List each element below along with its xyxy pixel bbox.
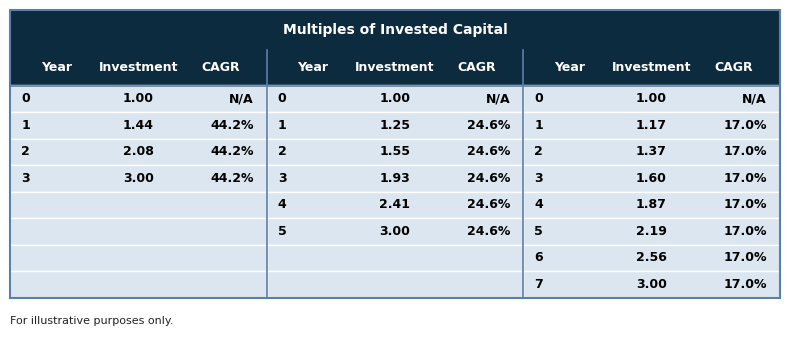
Text: 24.6%: 24.6% (467, 145, 510, 158)
Text: 44.2%: 44.2% (210, 119, 254, 132)
Text: 17.0%: 17.0% (724, 198, 767, 211)
Bar (10, 10, 780, 50)
Bar (523, 271, 780, 298)
Bar (523, 192, 780, 218)
Bar (523, 86, 780, 112)
Text: 2.08: 2.08 (123, 145, 154, 158)
Text: 2: 2 (278, 145, 287, 158)
Text: N/A: N/A (486, 92, 510, 105)
Text: N/A: N/A (743, 92, 767, 105)
Bar (267, 165, 523, 192)
Text: 3: 3 (278, 172, 287, 185)
Text: 17.0%: 17.0% (724, 145, 767, 158)
Text: 1.17: 1.17 (636, 119, 667, 132)
Bar (10, 112, 267, 139)
Text: 44.2%: 44.2% (210, 145, 254, 158)
Text: 1: 1 (278, 119, 287, 132)
Bar (10, 165, 267, 192)
Text: 4: 4 (534, 198, 543, 211)
Text: Investment: Investment (99, 61, 179, 74)
Text: 24.6%: 24.6% (467, 198, 510, 211)
Text: CAGR: CAGR (457, 61, 496, 74)
Text: 3.00: 3.00 (123, 172, 154, 185)
Bar (523, 218, 780, 245)
Text: 7: 7 (534, 278, 543, 291)
Text: 1: 1 (21, 119, 30, 132)
Bar (10, 10, 780, 298)
Text: 1.44: 1.44 (123, 119, 154, 132)
Text: 2: 2 (21, 145, 30, 158)
Text: 3: 3 (21, 172, 30, 185)
Text: 1.00: 1.00 (636, 92, 667, 105)
Text: 1.93: 1.93 (380, 172, 410, 185)
Bar (10, 192, 267, 218)
Text: 2.56: 2.56 (636, 251, 667, 264)
Text: 0: 0 (21, 92, 30, 105)
Bar (523, 139, 780, 165)
Bar (10, 50, 780, 86)
Text: 17.0%: 17.0% (724, 172, 767, 185)
Text: 17.0%: 17.0% (724, 119, 767, 132)
Text: Year: Year (41, 61, 72, 74)
Text: 2: 2 (534, 145, 543, 158)
Text: 5: 5 (534, 225, 543, 238)
Bar (10, 86, 267, 112)
Text: Investment: Investment (611, 61, 691, 74)
Bar (267, 112, 523, 139)
Text: 3: 3 (534, 172, 543, 185)
Text: 2.41: 2.41 (379, 198, 411, 211)
Text: 2.19: 2.19 (636, 225, 667, 238)
Text: Year: Year (297, 61, 329, 74)
Bar (523, 165, 780, 192)
Text: Multiples of Invested Capital: Multiples of Invested Capital (283, 23, 507, 37)
Text: 1.00: 1.00 (123, 92, 154, 105)
Bar (267, 86, 523, 112)
Text: CAGR: CAGR (714, 61, 753, 74)
Text: 5: 5 (278, 225, 287, 238)
Bar (267, 192, 523, 218)
Text: 17.0%: 17.0% (724, 225, 767, 238)
Text: 17.0%: 17.0% (724, 251, 767, 264)
Text: 1: 1 (534, 119, 543, 132)
Text: 3.00: 3.00 (379, 225, 411, 238)
Bar (10, 139, 267, 165)
Text: 44.2%: 44.2% (210, 172, 254, 185)
Text: 0: 0 (534, 92, 543, 105)
Text: 3.00: 3.00 (636, 278, 667, 291)
Text: 1.37: 1.37 (636, 145, 667, 158)
Bar (10, 218, 267, 245)
Text: Investment: Investment (356, 61, 434, 74)
Text: 17.0%: 17.0% (724, 278, 767, 291)
Text: 1.55: 1.55 (379, 145, 411, 158)
Text: N/A: N/A (229, 92, 254, 105)
Bar (523, 245, 780, 271)
Text: Year: Year (554, 61, 585, 74)
Text: 4: 4 (278, 198, 287, 211)
Bar (267, 218, 523, 245)
Text: 24.6%: 24.6% (467, 119, 510, 132)
Text: 1.00: 1.00 (379, 92, 411, 105)
Text: 24.6%: 24.6% (467, 225, 510, 238)
Text: 6: 6 (534, 251, 543, 264)
Text: CAGR: CAGR (201, 61, 240, 74)
Text: 1.87: 1.87 (636, 198, 667, 211)
Bar (523, 112, 780, 139)
Text: 1.60: 1.60 (636, 172, 667, 185)
Text: 24.6%: 24.6% (467, 172, 510, 185)
Text: 0: 0 (278, 92, 287, 105)
Bar (267, 139, 523, 165)
Bar (267, 271, 523, 298)
Bar (10, 271, 267, 298)
Text: 1.25: 1.25 (379, 119, 411, 132)
Bar (267, 245, 523, 271)
Bar (10, 245, 267, 271)
Text: For illustrative purposes only.: For illustrative purposes only. (10, 316, 174, 327)
